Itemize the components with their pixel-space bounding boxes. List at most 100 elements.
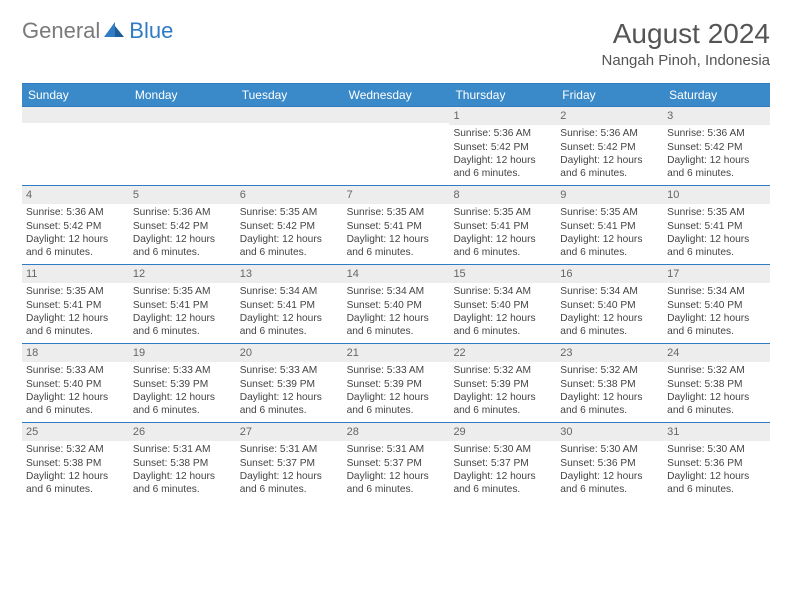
day-body: Sunrise: 5:36 AMSunset: 5:42 PMDaylight:… bbox=[663, 125, 770, 184]
day-number: 9 bbox=[556, 186, 663, 204]
day-body: Sunrise: 5:30 AMSunset: 5:36 PMDaylight:… bbox=[663, 441, 770, 500]
day-number: 19 bbox=[129, 344, 236, 362]
weekday-header-row: SundayMondayTuesdayWednesdayThursdayFrid… bbox=[22, 84, 770, 106]
day-cell: 6Sunrise: 5:35 AMSunset: 5:42 PMDaylight… bbox=[236, 186, 343, 264]
day-number: 29 bbox=[449, 423, 556, 441]
day-cell: 16Sunrise: 5:34 AMSunset: 5:40 PMDayligh… bbox=[556, 265, 663, 343]
day-cell: 3Sunrise: 5:36 AMSunset: 5:42 PMDaylight… bbox=[663, 107, 770, 185]
day-body: Sunrise: 5:36 AMSunset: 5:42 PMDaylight:… bbox=[449, 125, 556, 184]
day-number: 20 bbox=[236, 344, 343, 362]
day-cell: 28Sunrise: 5:31 AMSunset: 5:37 PMDayligh… bbox=[343, 423, 450, 501]
day-body: Sunrise: 5:30 AMSunset: 5:37 PMDaylight:… bbox=[449, 441, 556, 500]
day-body: Sunrise: 5:35 AMSunset: 5:41 PMDaylight:… bbox=[556, 204, 663, 263]
day-body: Sunrise: 5:31 AMSunset: 5:38 PMDaylight:… bbox=[129, 441, 236, 500]
day-number: 3 bbox=[663, 107, 770, 125]
week-row: 1Sunrise: 5:36 AMSunset: 5:42 PMDaylight… bbox=[22, 106, 770, 185]
day-cell: 26Sunrise: 5:31 AMSunset: 5:38 PMDayligh… bbox=[129, 423, 236, 501]
day-number: 4 bbox=[22, 186, 129, 204]
weekday-header: Friday bbox=[556, 84, 663, 106]
calendar-weeks: 1Sunrise: 5:36 AMSunset: 5:42 PMDaylight… bbox=[22, 106, 770, 501]
day-cell: 7Sunrise: 5:35 AMSunset: 5:41 PMDaylight… bbox=[343, 186, 450, 264]
day-body: Sunrise: 5:34 AMSunset: 5:40 PMDaylight:… bbox=[343, 283, 450, 342]
day-cell: 5Sunrise: 5:36 AMSunset: 5:42 PMDaylight… bbox=[129, 186, 236, 264]
day-body bbox=[129, 123, 236, 129]
day-body: Sunrise: 5:31 AMSunset: 5:37 PMDaylight:… bbox=[343, 441, 450, 500]
day-body: Sunrise: 5:35 AMSunset: 5:41 PMDaylight:… bbox=[449, 204, 556, 263]
calendar: SundayMondayTuesdayWednesdayThursdayFrid… bbox=[22, 83, 770, 501]
month-title: August 2024 bbox=[602, 18, 770, 50]
weekday-header: Monday bbox=[129, 84, 236, 106]
day-cell: 10Sunrise: 5:35 AMSunset: 5:41 PMDayligh… bbox=[663, 186, 770, 264]
day-number: 10 bbox=[663, 186, 770, 204]
day-cell: 8Sunrise: 5:35 AMSunset: 5:41 PMDaylight… bbox=[449, 186, 556, 264]
day-body: Sunrise: 5:35 AMSunset: 5:41 PMDaylight:… bbox=[22, 283, 129, 342]
day-body: Sunrise: 5:32 AMSunset: 5:39 PMDaylight:… bbox=[449, 362, 556, 421]
day-number: 16 bbox=[556, 265, 663, 283]
day-number: 22 bbox=[449, 344, 556, 362]
week-row: 18Sunrise: 5:33 AMSunset: 5:40 PMDayligh… bbox=[22, 343, 770, 422]
day-body: Sunrise: 5:34 AMSunset: 5:40 PMDaylight:… bbox=[556, 283, 663, 342]
day-cell: 11Sunrise: 5:35 AMSunset: 5:41 PMDayligh… bbox=[22, 265, 129, 343]
day-number: 11 bbox=[22, 265, 129, 283]
day-number bbox=[22, 107, 129, 123]
day-number: 17 bbox=[663, 265, 770, 283]
day-body: Sunrise: 5:33 AMSunset: 5:39 PMDaylight:… bbox=[129, 362, 236, 421]
day-number: 2 bbox=[556, 107, 663, 125]
location: Nangah Pinoh, Indonesia bbox=[602, 52, 770, 69]
day-number bbox=[343, 107, 450, 123]
day-body bbox=[236, 123, 343, 129]
day-body: Sunrise: 5:32 AMSunset: 5:38 PMDaylight:… bbox=[556, 362, 663, 421]
day-number: 25 bbox=[22, 423, 129, 441]
day-number: 27 bbox=[236, 423, 343, 441]
weekday-header: Sunday bbox=[22, 84, 129, 106]
day-body bbox=[343, 123, 450, 129]
day-number: 15 bbox=[449, 265, 556, 283]
day-cell: 21Sunrise: 5:33 AMSunset: 5:39 PMDayligh… bbox=[343, 344, 450, 422]
day-number: 6 bbox=[236, 186, 343, 204]
day-body bbox=[22, 123, 129, 129]
day-cell: 18Sunrise: 5:33 AMSunset: 5:40 PMDayligh… bbox=[22, 344, 129, 422]
day-cell: 30Sunrise: 5:30 AMSunset: 5:36 PMDayligh… bbox=[556, 423, 663, 501]
day-body: Sunrise: 5:36 AMSunset: 5:42 PMDaylight:… bbox=[129, 204, 236, 263]
weekday-header: Saturday bbox=[663, 84, 770, 106]
day-body: Sunrise: 5:35 AMSunset: 5:42 PMDaylight:… bbox=[236, 204, 343, 263]
day-number: 12 bbox=[129, 265, 236, 283]
day-body: Sunrise: 5:34 AMSunset: 5:41 PMDaylight:… bbox=[236, 283, 343, 342]
day-number: 18 bbox=[22, 344, 129, 362]
day-cell: 4Sunrise: 5:36 AMSunset: 5:42 PMDaylight… bbox=[22, 186, 129, 264]
day-cell bbox=[236, 107, 343, 185]
day-body: Sunrise: 5:35 AMSunset: 5:41 PMDaylight:… bbox=[663, 204, 770, 263]
week-row: 25Sunrise: 5:32 AMSunset: 5:38 PMDayligh… bbox=[22, 422, 770, 501]
title-block: August 2024 Nangah Pinoh, Indonesia bbox=[602, 18, 770, 69]
day-cell: 31Sunrise: 5:30 AMSunset: 5:36 PMDayligh… bbox=[663, 423, 770, 501]
day-body: Sunrise: 5:35 AMSunset: 5:41 PMDaylight:… bbox=[343, 204, 450, 263]
day-body: Sunrise: 5:30 AMSunset: 5:36 PMDaylight:… bbox=[556, 441, 663, 500]
day-cell: 14Sunrise: 5:34 AMSunset: 5:40 PMDayligh… bbox=[343, 265, 450, 343]
day-number bbox=[129, 107, 236, 123]
day-body: Sunrise: 5:34 AMSunset: 5:40 PMDaylight:… bbox=[449, 283, 556, 342]
day-cell: 29Sunrise: 5:30 AMSunset: 5:37 PMDayligh… bbox=[449, 423, 556, 501]
day-number: 14 bbox=[343, 265, 450, 283]
day-cell: 19Sunrise: 5:33 AMSunset: 5:39 PMDayligh… bbox=[129, 344, 236, 422]
week-row: 4Sunrise: 5:36 AMSunset: 5:42 PMDaylight… bbox=[22, 185, 770, 264]
day-cell: 20Sunrise: 5:33 AMSunset: 5:39 PMDayligh… bbox=[236, 344, 343, 422]
day-body: Sunrise: 5:32 AMSunset: 5:38 PMDaylight:… bbox=[663, 362, 770, 421]
day-number: 30 bbox=[556, 423, 663, 441]
day-body: Sunrise: 5:33 AMSunset: 5:39 PMDaylight:… bbox=[236, 362, 343, 421]
week-row: 11Sunrise: 5:35 AMSunset: 5:41 PMDayligh… bbox=[22, 264, 770, 343]
logo-icon bbox=[103, 18, 125, 44]
day-cell: 27Sunrise: 5:31 AMSunset: 5:37 PMDayligh… bbox=[236, 423, 343, 501]
day-body: Sunrise: 5:32 AMSunset: 5:38 PMDaylight:… bbox=[22, 441, 129, 500]
header: General Blue August 2024 Nangah Pinoh, I… bbox=[22, 18, 770, 69]
day-cell: 1Sunrise: 5:36 AMSunset: 5:42 PMDaylight… bbox=[449, 107, 556, 185]
day-cell: 9Sunrise: 5:35 AMSunset: 5:41 PMDaylight… bbox=[556, 186, 663, 264]
weekday-header: Tuesday bbox=[236, 84, 343, 106]
logo-text-blue: Blue bbox=[129, 18, 173, 44]
weekday-header: Thursday bbox=[449, 84, 556, 106]
day-cell: 25Sunrise: 5:32 AMSunset: 5:38 PMDayligh… bbox=[22, 423, 129, 501]
weekday-header: Wednesday bbox=[343, 84, 450, 106]
day-number: 31 bbox=[663, 423, 770, 441]
logo-text-general: General bbox=[22, 18, 100, 44]
day-number: 5 bbox=[129, 186, 236, 204]
day-cell: 22Sunrise: 5:32 AMSunset: 5:39 PMDayligh… bbox=[449, 344, 556, 422]
